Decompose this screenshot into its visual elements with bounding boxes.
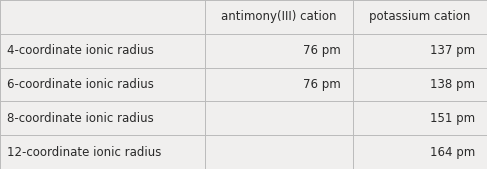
- Text: 151 pm: 151 pm: [430, 112, 475, 125]
- Text: 76 pm: 76 pm: [303, 78, 341, 91]
- Text: 6-coordinate ionic radius: 6-coordinate ionic radius: [7, 78, 154, 91]
- Text: 4-coordinate ionic radius: 4-coordinate ionic radius: [7, 44, 154, 57]
- Text: 8-coordinate ionic radius: 8-coordinate ionic radius: [7, 112, 154, 125]
- Text: 164 pm: 164 pm: [430, 146, 475, 159]
- Text: potassium cation: potassium cation: [369, 10, 471, 23]
- Text: 137 pm: 137 pm: [430, 44, 475, 57]
- Text: 76 pm: 76 pm: [303, 44, 341, 57]
- Text: antimony(III) cation: antimony(III) cation: [221, 10, 337, 23]
- Text: 138 pm: 138 pm: [430, 78, 475, 91]
- Text: 12-coordinate ionic radius: 12-coordinate ionic radius: [7, 146, 162, 159]
